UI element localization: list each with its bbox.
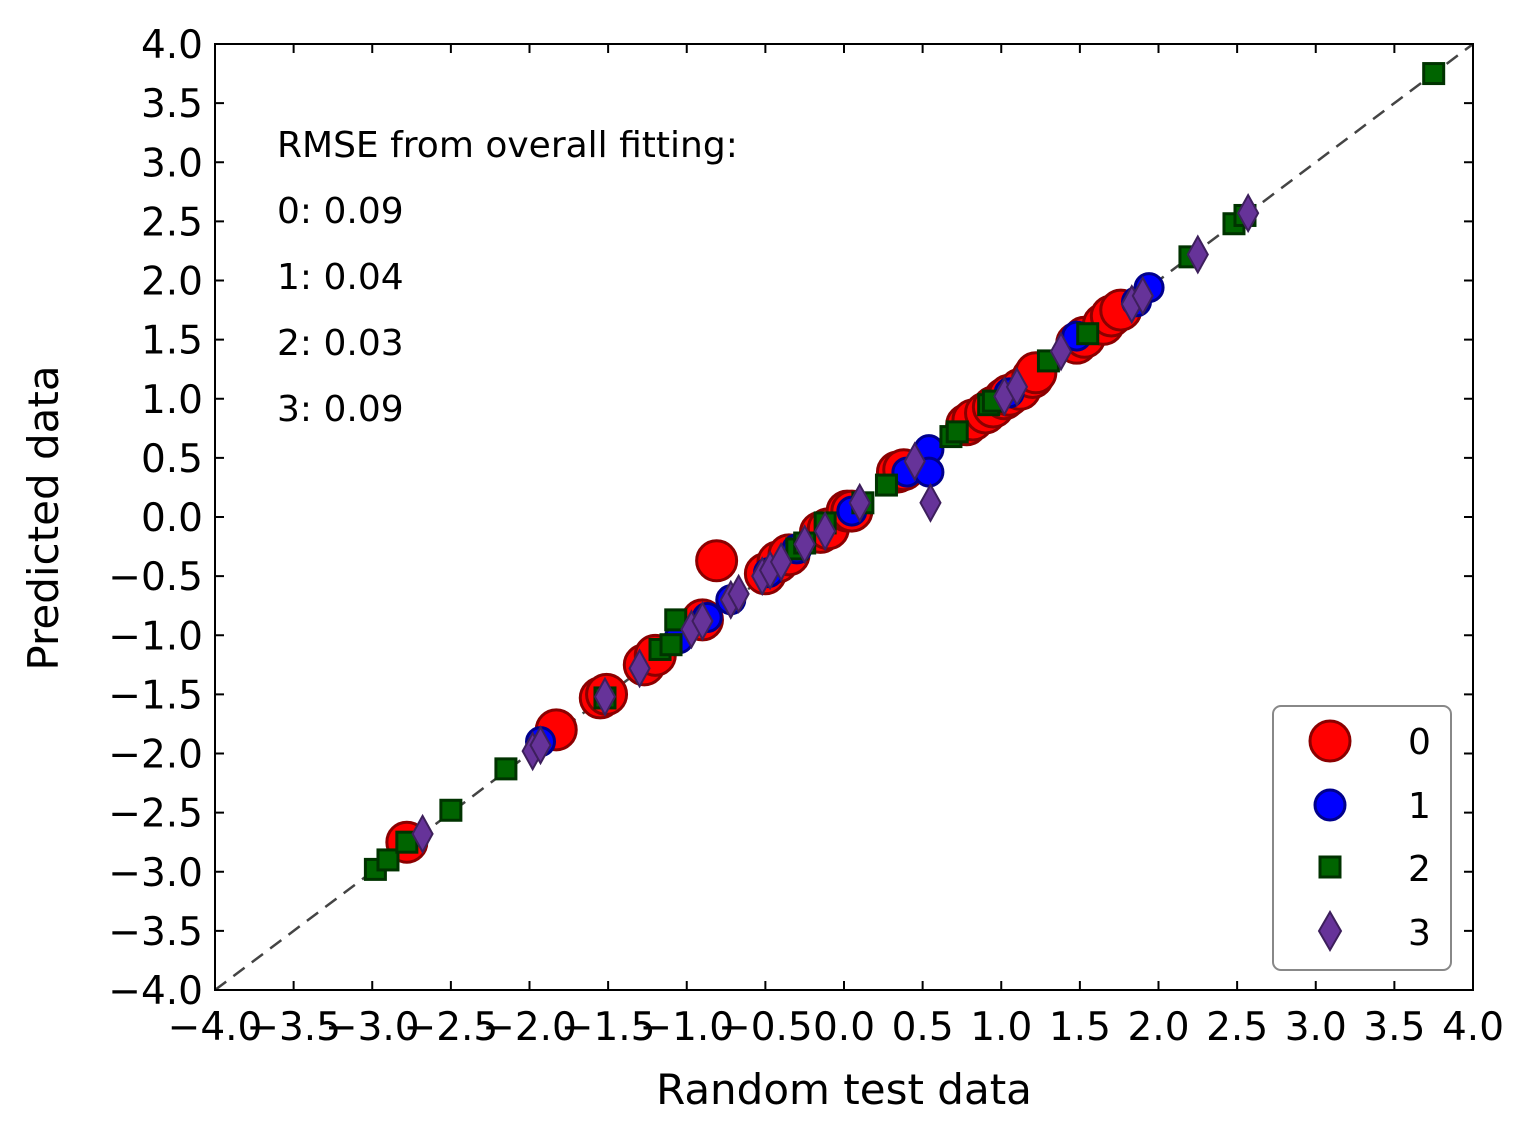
y-tick-label-6: −1.0 [108, 614, 203, 659]
x-tick-label-10: 1.0 [970, 1005, 1032, 1050]
x-tick-label-7: −0.5 [718, 1005, 813, 1050]
point-series-3-8 [727, 573, 750, 614]
y-tick-label-4: −2.0 [108, 733, 203, 778]
point-series-2-1 [376, 848, 400, 872]
x-tick-label-1: −3.5 [246, 1005, 341, 1050]
y-tick-label-10: 1.0 [141, 378, 203, 423]
point-series-2-3 [439, 798, 463, 822]
legend-marker-0 [1308, 719, 1352, 763]
y-tick-label-14: 3.0 [141, 141, 203, 186]
legend-label-2: 2 [1408, 849, 1431, 890]
point-series-2-13 [874, 473, 898, 497]
y-axis-title: Predicted data [19, 365, 68, 670]
y-tick-label-5: −1.5 [108, 673, 203, 718]
x-tick-label-5: −1.5 [561, 1005, 656, 1050]
legend-label-3: 3 [1408, 913, 1431, 954]
y-tick-label-15: 3.5 [141, 82, 203, 127]
x-tick-label-9: 0.5 [892, 1005, 954, 1050]
point-series-0-7 [695, 539, 739, 583]
x-tick-label-0: −4.0 [168, 1005, 263, 1050]
point-series-2-15 [945, 420, 969, 444]
x-tick-label-2: −3.0 [325, 1005, 420, 1050]
legend-marker-2 [1318, 855, 1342, 879]
point-series-3-22 [1186, 234, 1209, 275]
point-series-3-15 [903, 441, 926, 482]
point-series-2-19 [1076, 322, 1100, 346]
x-tick-label-11: 1.5 [1049, 1005, 1111, 1050]
annotation-rmse-3: 3: 0.09 [277, 389, 404, 430]
y-tick-label-7: −0.5 [108, 555, 203, 600]
legend-label-1: 1 [1408, 786, 1431, 827]
annotation-rmse-2: 2: 0.03 [277, 323, 404, 364]
legend-label-0: 0 [1408, 722, 1431, 763]
y-tick-label-13: 2.5 [141, 200, 203, 245]
y-tick-label-9: 0.5 [141, 437, 203, 482]
point-series-3-6 [691, 601, 714, 642]
series-3 [411, 193, 1260, 854]
point-series-3-4 [628, 648, 651, 689]
x-tick-label-15: 3.5 [1363, 1005, 1425, 1050]
x-axis-title: Random test data [656, 1065, 1032, 1114]
x-tick-label-4: −2.0 [482, 1005, 577, 1050]
y-tick-label-11: 1.5 [141, 319, 203, 364]
point-series-3-2 [529, 725, 552, 766]
y-tick-label-8: 0.0 [141, 496, 203, 541]
legend: 0 1 2 3 [1272, 705, 1452, 971]
y-tick-label-0: −4.0 [108, 969, 203, 1014]
plot-area [215, 44, 1473, 990]
point-series-3-11 [769, 541, 793, 582]
annotation-rmse-1: 1: 0.04 [277, 257, 404, 298]
x-tick-label-6: −1.0 [639, 1005, 734, 1050]
annotation-rmse-0: 0: 0.09 [277, 191, 404, 232]
point-series-3-21 [1131, 275, 1154, 316]
y-tick-label-1: −3.5 [108, 910, 203, 955]
x-tick-label-12: 2.0 [1127, 1005, 1189, 1050]
y-tick-label-12: 2.0 [141, 260, 203, 305]
plot-layer [215, 44, 1473, 990]
point-series-3-18 [1005, 366, 1029, 407]
point-series-3-23 [1236, 193, 1260, 234]
point-series-3-14 [848, 482, 871, 523]
point-series-2-23 [1422, 62, 1446, 86]
legend-marker-1 [1313, 788, 1347, 822]
point-series-3-19 [1049, 331, 1073, 372]
x-tick-label-16: 4.0 [1442, 1005, 1504, 1050]
x-tick-label-13: 2.5 [1206, 1005, 1268, 1050]
point-series-3-3 [593, 676, 617, 717]
point-series-3-16 [919, 482, 942, 523]
annotation-block: RMSE from overall fitting: 0: 0.09 1: 0.… [277, 125, 738, 430]
point-series-3-12 [793, 524, 816, 565]
x-tick-label-3: −2.5 [404, 1005, 499, 1050]
x-tick-label-8: 0.0 [813, 1005, 875, 1050]
x-tick-label-14: 3.0 [1285, 1005, 1347, 1050]
legend-marker-3 [1317, 910, 1343, 952]
point-series-2-4 [494, 757, 518, 781]
y-tick-label-2: −3.0 [108, 851, 203, 896]
y-tick-label-3: −2.5 [108, 792, 203, 837]
annotation-rmse-heading: RMSE from overall fitting: [277, 125, 738, 166]
point-series-3-0 [411, 813, 434, 854]
axes-layer: −4.0−3.5−3.0−2.5−2.0−1.5−1.0−0.5 0.0 0.5 1.… [108, 23, 1504, 1050]
y-tick-label-16: 4.0 [141, 23, 203, 68]
point-series-2-7 [659, 633, 683, 657]
point-series-3-13 [813, 511, 837, 552]
legend-box [1272, 705, 1452, 971]
